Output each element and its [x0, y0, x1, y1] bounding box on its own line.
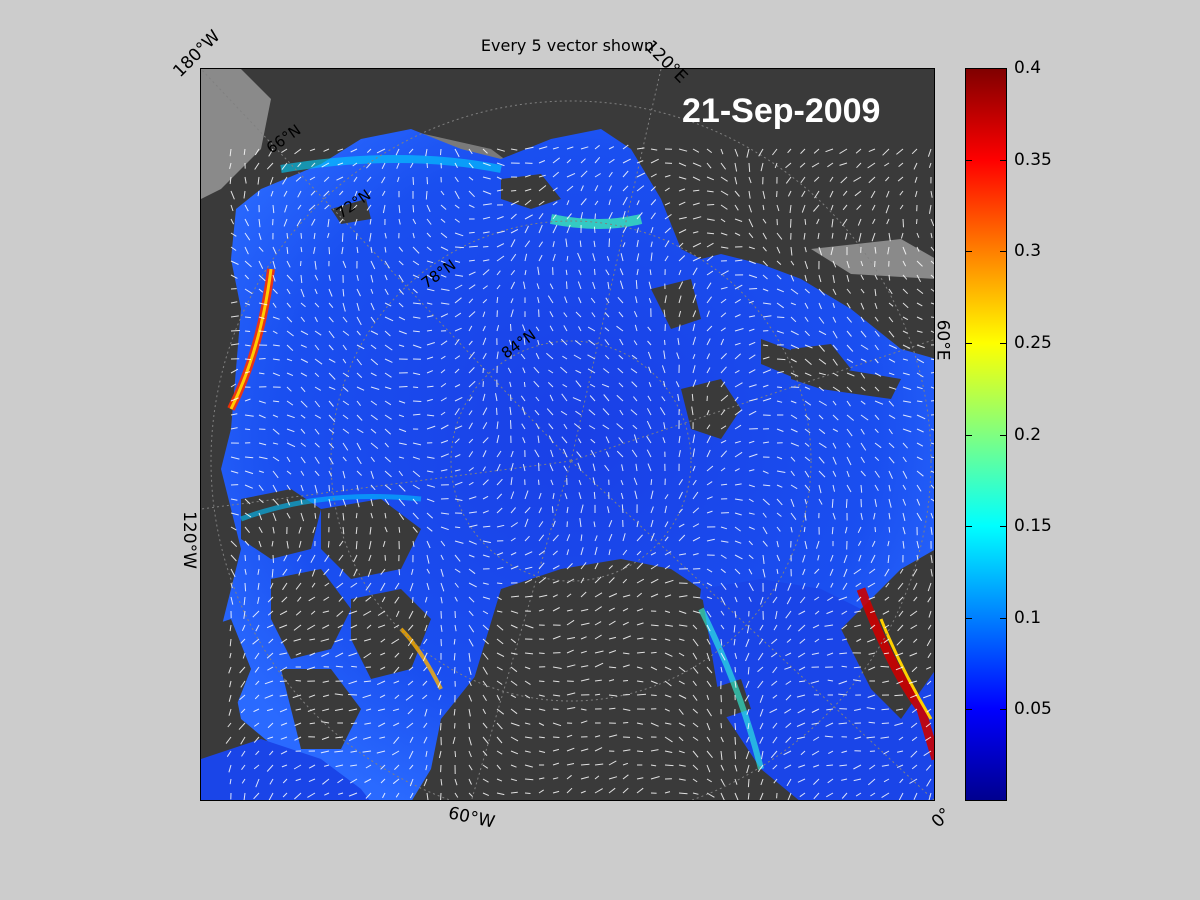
colorbar-tick-label: 0.2 — [1014, 424, 1042, 445]
land-ice-patch — [201, 69, 271, 199]
colorbar-tick-mark — [1000, 68, 1006, 69]
colorbar-tick-mark — [966, 526, 972, 528]
colorbar-tick-mark — [966, 434, 972, 436]
greenland — [451, 559, 701, 800]
lon-label-120w: 120°W — [178, 511, 199, 569]
map-canvas: 66°N 72°N 78°N 84°N — [201, 69, 934, 800]
colorbar-tick-mark — [1000, 342, 1006, 344]
colorbar-tick-label: 0.35 — [1014, 149, 1052, 170]
colorbar-tick-mark — [1000, 709, 1006, 711]
colorbar-tick-label: 0.4 — [1014, 58, 1042, 78]
colorbar-tick-mark — [966, 251, 972, 253]
colorbar-tick-label: 0.3 — [1014, 241, 1042, 262]
colorbar-tick-mark — [1000, 251, 1006, 253]
colorbar-tick-mark — [966, 709, 972, 711]
colorbar-tick-mark — [1000, 434, 1006, 436]
colorbar-tick-mark — [1000, 159, 1006, 161]
lon-label-60e: 60°E — [932, 319, 953, 361]
colorbar-tick-mark — [966, 159, 972, 161]
lon-label-60w: 60°W — [446, 803, 497, 833]
colorbar-tick-label: 0.25 — [1014, 332, 1052, 353]
colorbar-tick-mark — [966, 342, 972, 344]
lon-label-0: 0° — [927, 804, 956, 832]
colorbar-tick-mark — [966, 68, 972, 69]
colorbar-tick-mark — [1000, 617, 1006, 619]
ice-drift-map: 66°N 72°N 78°N 84°N — [200, 68, 935, 801]
map-title: Every 5 vector shown — [480, 36, 655, 55]
drift-vectors — [225, 144, 934, 800]
colorbar-tick-label: 0.05 — [1014, 699, 1052, 720]
colorbar-tick-mark — [966, 617, 972, 619]
colorbar-tick-mark — [1000, 526, 1006, 528]
date-label: 21-Sep-2009 — [682, 92, 881, 130]
colorbar-tick-label: 0.1 — [1014, 607, 1042, 628]
colorbar-tick-label: 0.15 — [1014, 516, 1052, 537]
